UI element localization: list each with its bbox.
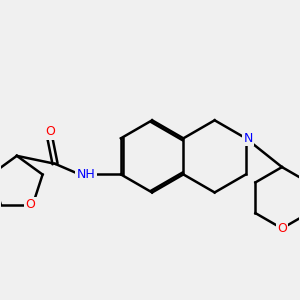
Text: NH: NH — [77, 168, 95, 181]
Text: N: N — [243, 132, 253, 145]
Text: O: O — [26, 198, 36, 211]
Text: O: O — [277, 222, 287, 235]
Text: O: O — [45, 125, 55, 139]
